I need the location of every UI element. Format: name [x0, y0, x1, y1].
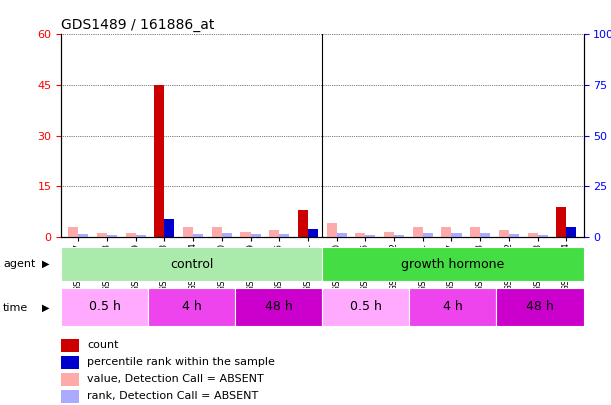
Bar [365, 235, 375, 237]
Bar [441, 227, 452, 237]
Text: ▶: ▶ [42, 303, 49, 313]
Bar [136, 235, 146, 237]
Bar [97, 233, 107, 237]
Bar [452, 233, 461, 237]
Text: value, Detection Call = ABSENT: value, Detection Call = ABSENT [87, 375, 264, 384]
Text: ▶: ▶ [42, 259, 49, 269]
Bar [409, 288, 496, 326]
Text: GDS1489 / 161886_at: GDS1489 / 161886_at [61, 18, 214, 32]
Bar [337, 233, 346, 237]
Bar [212, 227, 222, 237]
Bar [556, 207, 566, 237]
Text: 0.5 h: 0.5 h [350, 300, 382, 313]
Bar [61, 339, 79, 352]
Text: time: time [3, 303, 28, 313]
Bar [279, 234, 289, 237]
Bar [269, 230, 279, 237]
Bar [148, 288, 235, 326]
Bar [68, 227, 78, 237]
Bar [298, 210, 308, 237]
Bar [356, 233, 365, 237]
Text: rank, Detection Call = ABSENT: rank, Detection Call = ABSENT [87, 392, 258, 401]
Bar [308, 229, 318, 237]
Bar [323, 288, 409, 326]
Text: percentile rank within the sample: percentile rank within the sample [87, 358, 275, 367]
Bar [527, 233, 538, 237]
Text: control: control [170, 258, 213, 271]
Text: 0.5 h: 0.5 h [89, 300, 120, 313]
Text: growth hormone: growth hormone [401, 258, 505, 271]
Bar [538, 235, 547, 237]
Bar [509, 234, 519, 237]
Text: agent: agent [3, 259, 35, 269]
Bar [61, 373, 79, 386]
Bar [78, 234, 89, 237]
Text: count: count [87, 341, 119, 350]
Bar [193, 234, 203, 237]
Bar [394, 235, 404, 237]
Text: 4 h: 4 h [443, 300, 463, 313]
Bar [480, 233, 490, 237]
Text: 48 h: 48 h [526, 300, 554, 313]
Bar [61, 356, 79, 369]
Bar [423, 233, 433, 237]
Bar [251, 234, 260, 237]
Bar [61, 288, 148, 326]
Bar [470, 227, 480, 237]
Bar [327, 224, 337, 237]
Text: 4 h: 4 h [182, 300, 202, 313]
Bar [222, 233, 232, 237]
Bar [499, 230, 509, 237]
Bar [155, 85, 164, 237]
Text: 48 h: 48 h [265, 300, 293, 313]
Bar [235, 288, 323, 326]
Bar [384, 232, 394, 237]
Bar [126, 233, 136, 237]
Bar [61, 390, 79, 403]
Bar [164, 219, 175, 237]
Bar [61, 247, 323, 281]
Bar [107, 235, 117, 237]
Bar [241, 232, 251, 237]
Bar [323, 247, 584, 281]
Bar [566, 227, 576, 237]
Bar [496, 288, 584, 326]
Bar [412, 227, 423, 237]
Bar [183, 227, 193, 237]
